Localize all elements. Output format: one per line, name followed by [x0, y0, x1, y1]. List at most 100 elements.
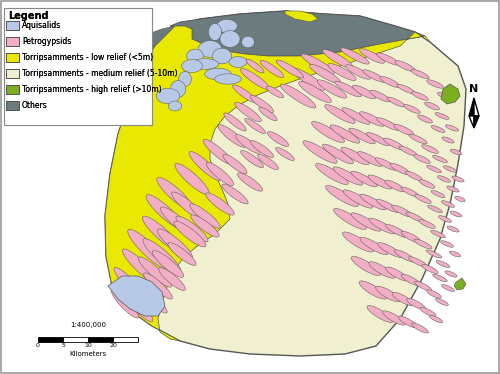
Polygon shape: [429, 315, 443, 323]
Polygon shape: [369, 262, 395, 278]
Polygon shape: [428, 205, 442, 213]
Polygon shape: [240, 150, 264, 168]
Text: Torripsamments - low relief (<5m): Torripsamments - low relief (<5m): [22, 52, 153, 61]
Polygon shape: [398, 316, 417, 328]
Polygon shape: [435, 113, 449, 119]
Bar: [6, 101, 19, 110]
Polygon shape: [280, 84, 316, 108]
Bar: [6, 37, 19, 46]
Polygon shape: [431, 190, 445, 197]
Polygon shape: [442, 201, 454, 207]
Polygon shape: [240, 68, 270, 89]
Polygon shape: [268, 132, 288, 146]
Polygon shape: [285, 11, 318, 22]
Text: Petrogypsids: Petrogypsids: [22, 37, 72, 46]
Text: 0: 0: [36, 343, 40, 348]
Bar: [6, 21, 19, 30]
Polygon shape: [474, 98, 479, 116]
Polygon shape: [450, 211, 462, 217]
Text: N: N: [470, 84, 478, 94]
Polygon shape: [346, 65, 370, 79]
Polygon shape: [222, 184, 248, 204]
Polygon shape: [378, 243, 402, 257]
Polygon shape: [317, 80, 347, 98]
Polygon shape: [426, 80, 444, 88]
Polygon shape: [446, 125, 458, 131]
Polygon shape: [422, 145, 438, 153]
Polygon shape: [322, 144, 354, 164]
Polygon shape: [380, 77, 400, 88]
Polygon shape: [367, 306, 393, 322]
Polygon shape: [414, 239, 432, 249]
Polygon shape: [246, 59, 264, 73]
Polygon shape: [343, 190, 373, 208]
Polygon shape: [174, 221, 206, 247]
Polygon shape: [399, 146, 417, 156]
Polygon shape: [430, 230, 446, 238]
Polygon shape: [234, 102, 262, 122]
Polygon shape: [250, 141, 274, 157]
Polygon shape: [259, 107, 277, 121]
Polygon shape: [351, 213, 381, 231]
Polygon shape: [191, 215, 219, 237]
Polygon shape: [128, 44, 155, 71]
Polygon shape: [335, 81, 361, 97]
Polygon shape: [276, 147, 294, 160]
Polygon shape: [376, 158, 396, 170]
Text: Legend: Legend: [8, 11, 48, 21]
Polygon shape: [387, 97, 405, 107]
Polygon shape: [170, 80, 186, 98]
Polygon shape: [341, 48, 369, 64]
Text: 20: 20: [109, 343, 117, 348]
Polygon shape: [352, 257, 381, 276]
Text: 5: 5: [61, 343, 65, 348]
Polygon shape: [208, 24, 222, 40]
Polygon shape: [105, 26, 430, 341]
Polygon shape: [168, 101, 181, 111]
Bar: [6, 52, 19, 61]
Polygon shape: [218, 125, 246, 147]
Polygon shape: [442, 285, 454, 291]
Polygon shape: [341, 147, 369, 165]
Polygon shape: [303, 141, 337, 163]
Polygon shape: [406, 212, 424, 222]
Polygon shape: [359, 281, 387, 299]
Text: 10: 10: [84, 343, 92, 348]
Text: Others: Others: [22, 101, 48, 110]
Polygon shape: [418, 115, 432, 123]
Polygon shape: [422, 264, 438, 273]
Polygon shape: [431, 126, 445, 132]
Polygon shape: [276, 60, 303, 78]
Polygon shape: [114, 267, 146, 301]
Polygon shape: [224, 113, 246, 131]
Polygon shape: [438, 92, 452, 100]
Polygon shape: [190, 204, 220, 228]
Bar: [6, 52, 19, 61]
Polygon shape: [260, 61, 283, 77]
Polygon shape: [244, 119, 266, 134]
Polygon shape: [447, 226, 459, 232]
Polygon shape: [392, 205, 412, 217]
Bar: [6, 68, 19, 77]
Text: 1:400,000: 1:400,000: [70, 322, 106, 328]
Polygon shape: [414, 281, 432, 291]
Polygon shape: [266, 86, 283, 98]
Polygon shape: [146, 195, 184, 229]
Polygon shape: [232, 85, 258, 103]
Polygon shape: [412, 92, 428, 100]
Polygon shape: [170, 11, 425, 56]
Polygon shape: [130, 278, 160, 306]
Text: Legend: Legend: [8, 11, 48, 21]
Polygon shape: [419, 180, 435, 188]
Polygon shape: [324, 105, 356, 123]
Polygon shape: [158, 267, 186, 291]
Polygon shape: [330, 125, 360, 143]
Polygon shape: [349, 128, 375, 144]
Polygon shape: [229, 56, 247, 67]
Polygon shape: [392, 292, 413, 306]
Polygon shape: [368, 175, 392, 189]
Polygon shape: [450, 149, 462, 155]
Polygon shape: [420, 307, 436, 317]
Polygon shape: [401, 187, 419, 197]
Polygon shape: [411, 69, 429, 79]
